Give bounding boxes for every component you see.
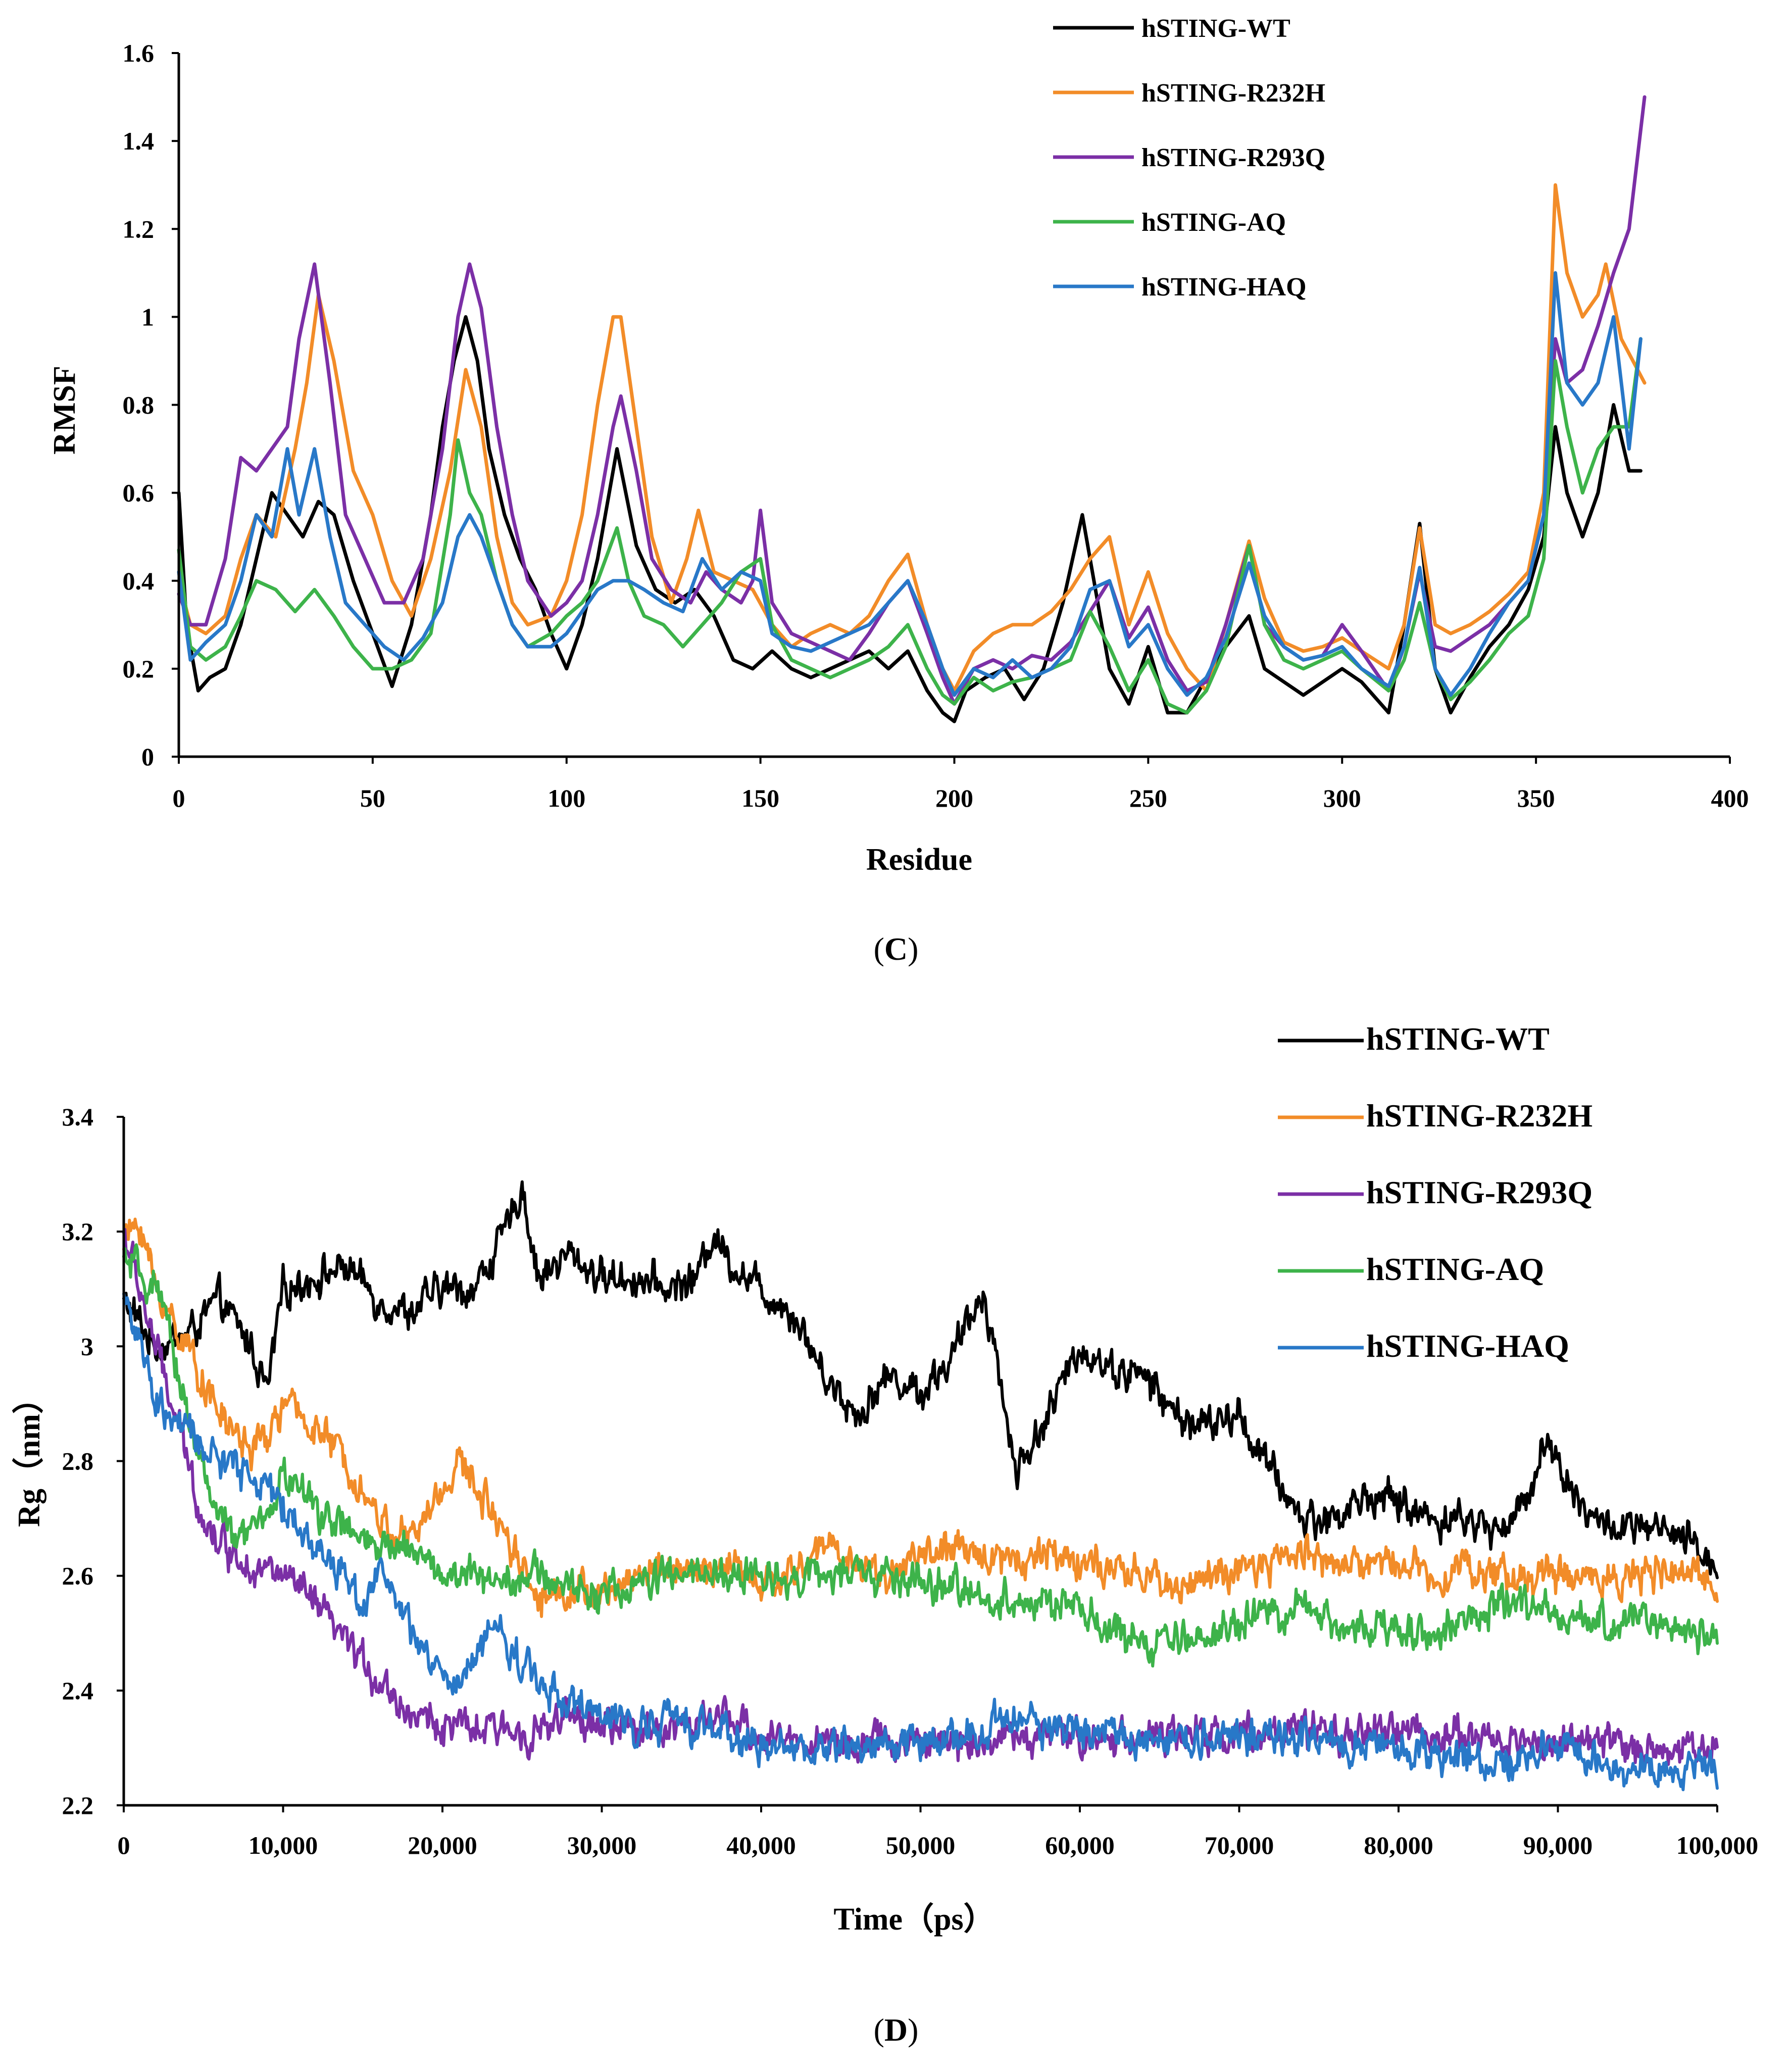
legend-label: hSTING-R293Q bbox=[1366, 1174, 1592, 1210]
x-tick-label: 70,000 bbox=[1205, 1831, 1274, 1859]
panel-caption-letter: D bbox=[884, 2012, 908, 2048]
x-tick-label: 350 bbox=[1517, 784, 1555, 812]
y-tick-label: 0.6 bbox=[123, 479, 155, 507]
legend-label: hSTING-HAQ bbox=[1366, 1328, 1569, 1364]
y-tick-label: 0 bbox=[141, 743, 154, 771]
y-tick-label: 2.4 bbox=[62, 1676, 94, 1705]
y-tick-label: 3 bbox=[81, 1332, 93, 1360]
y-axis-title: Rg（nm） bbox=[11, 1383, 46, 1527]
x-tick-label: 20,000 bbox=[408, 1831, 477, 1859]
x-tick-label: 60,000 bbox=[1045, 1831, 1115, 1859]
x-tick-label: 50 bbox=[360, 784, 385, 812]
panel-caption: (D) bbox=[874, 2012, 919, 2048]
series-line-hsting-aq bbox=[122, 1243, 1719, 1668]
x-tick-label: 10,000 bbox=[248, 1831, 318, 1859]
series-line-hsting-aq bbox=[177, 337, 1642, 715]
x-axis-title: Residue bbox=[866, 843, 972, 877]
panel-caption-letter: C bbox=[884, 931, 908, 967]
y-tick-label: 2.2 bbox=[62, 1791, 94, 1819]
x-tick-label: 90,000 bbox=[1523, 1831, 1593, 1859]
panel-caption: (C) bbox=[874, 931, 919, 967]
legend-label: hSTING-WT bbox=[1366, 1021, 1550, 1057]
x-tick-label: 200 bbox=[935, 784, 973, 812]
series-line-hsting-r232h bbox=[177, 183, 1647, 693]
x-tick-label: 250 bbox=[1129, 784, 1167, 812]
legend-label: hSTING-R293Q bbox=[1141, 143, 1325, 172]
legend-label: hSTING-R232H bbox=[1141, 79, 1325, 108]
series-line-hsting-haq bbox=[122, 1292, 1719, 1792]
y-tick-label: 1.6 bbox=[123, 39, 155, 67]
y-tick-label: 0.4 bbox=[123, 567, 155, 595]
x-tick-label: 150 bbox=[741, 784, 779, 812]
legend-label: hSTING-AQ bbox=[1141, 208, 1286, 237]
x-tick-label: 400 bbox=[1711, 784, 1749, 812]
y-tick-label: 1.2 bbox=[123, 215, 155, 243]
x-tick-label: 30,000 bbox=[567, 1831, 637, 1859]
x-tick-label: 0 bbox=[118, 1831, 130, 1859]
x-tick-label: 50,000 bbox=[886, 1831, 956, 1859]
legend-label: hSTING-AQ bbox=[1366, 1251, 1544, 1287]
legend-label: hSTING-R232H bbox=[1366, 1098, 1592, 1133]
series-line-hsting-haq bbox=[177, 271, 1642, 697]
series-line-hsting-wt bbox=[122, 1180, 1719, 1580]
legend-label: hSTING-WT bbox=[1141, 14, 1290, 43]
y-tick-label: 3.4 bbox=[62, 1103, 94, 1131]
legend: hSTING-WT hSTING-R232H hSTING-R293Q hSTING-… bbox=[1053, 14, 1325, 302]
rmsf-chart-panel: 0 50 100 150 200 250 300 350 400 0 0.2 0.4 0.6 0.8 1 1.… bbox=[47, 14, 1749, 967]
y-tick-label: 2.6 bbox=[62, 1562, 94, 1590]
x-tick-label: 300 bbox=[1323, 784, 1361, 812]
y-tick-label: 1.4 bbox=[123, 127, 155, 155]
x-tick-label: 80,000 bbox=[1364, 1831, 1433, 1859]
y-axis-title: RMSF bbox=[47, 366, 82, 455]
y-tick-label: 0.8 bbox=[123, 391, 155, 419]
x-tick-label: 40,000 bbox=[726, 1831, 796, 1859]
x-tick-label: 100 bbox=[547, 784, 585, 812]
rg-chart-panel: 0 10,000 20,000 30,000 40,000 50,000 60,000 70,… bbox=[11, 1021, 1758, 2048]
y-tick-label: 3.2 bbox=[62, 1217, 94, 1246]
x-tick-label: 100,000 bbox=[1676, 1831, 1759, 1859]
y-tick-label: 1 bbox=[141, 303, 154, 331]
x-tick-label: 0 bbox=[173, 784, 185, 812]
legend-label: hSTING-HAQ bbox=[1141, 273, 1307, 302]
x-axis-title: Time（ps） bbox=[833, 1901, 994, 1937]
y-tick-label: 2.8 bbox=[62, 1447, 94, 1475]
legend: hSTING-WT hSTING-R232H hSTING-R293Q hSTING-… bbox=[1278, 1021, 1592, 1364]
y-tick-label: 0.2 bbox=[123, 655, 155, 683]
